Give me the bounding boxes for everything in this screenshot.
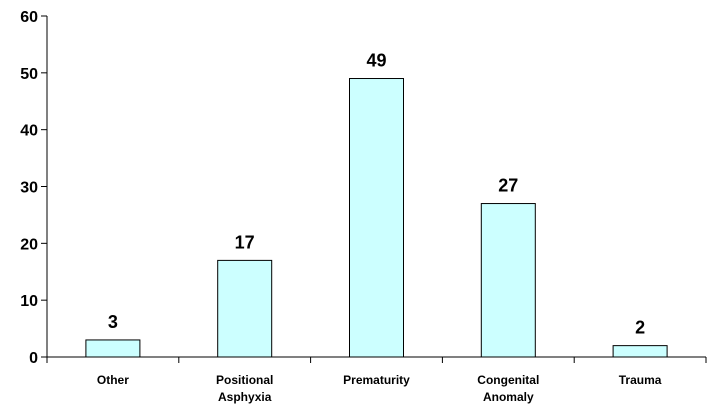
bar <box>85 339 141 358</box>
y-tick-label: 60 <box>20 9 38 26</box>
x-category-label: Congenital <box>477 373 539 387</box>
bar <box>612 345 668 358</box>
y-tick-label: 10 <box>20 293 38 310</box>
y-tick-label: 20 <box>20 236 38 253</box>
axes <box>46 16 706 358</box>
category-labels: Other Positional Asphyxia Prematurity Congen… <box>97 373 662 404</box>
x-category-label: Prematurity <box>343 373 410 387</box>
y-tick-label: 0 <box>29 350 38 367</box>
bar <box>480 203 536 358</box>
y-tick-label: 50 <box>20 66 38 83</box>
bar <box>349 78 404 358</box>
x-category-label: Trauma <box>619 373 662 387</box>
data-labels: 3 17 49 27 2 <box>108 51 645 338</box>
x-category-label: Asphyxia <box>218 390 272 404</box>
y-tick-label: 40 <box>20 123 38 140</box>
bars <box>85 78 668 358</box>
data-label: 49 <box>366 51 386 71</box>
y-tick-label: 30 <box>20 180 38 197</box>
data-label: 27 <box>498 176 518 196</box>
y-axis-ticks: 0 10 20 30 40 50 60 <box>20 9 47 367</box>
bar <box>217 259 273 358</box>
x-axis-ticks <box>46 357 707 363</box>
x-category-label: Anomaly <box>483 390 534 404</box>
data-label: 2 <box>635 318 645 338</box>
data-label: 17 <box>235 232 255 252</box>
data-label: 3 <box>108 312 118 332</box>
x-category-label: Positional <box>216 373 273 387</box>
x-category-label: Other <box>97 373 129 387</box>
